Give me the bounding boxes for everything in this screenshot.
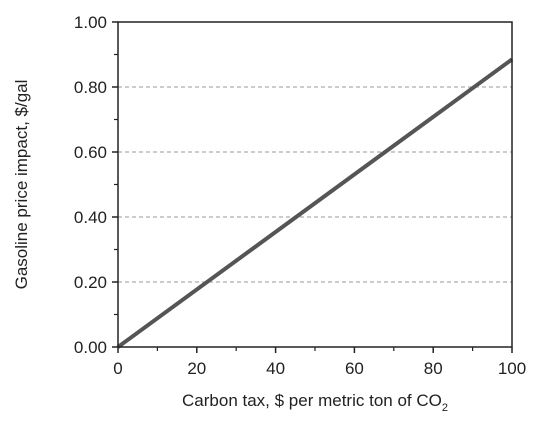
x-axis-title: Carbon tax, $ per metric ton of CO2 <box>182 391 448 414</box>
y-tick-label-2: 0.40 <box>74 208 107 227</box>
x-tick-label-0: 0 <box>113 359 122 378</box>
y-tick-label-4: 0.80 <box>74 78 107 97</box>
x-tick-label-3: 60 <box>345 359 364 378</box>
minor-ticks <box>114 53 474 351</box>
y-tick-label-0: 0.00 <box>74 338 107 357</box>
x-axis-title-subscript: 2 <box>442 402 448 414</box>
x-tick-label-2: 40 <box>266 359 285 378</box>
x-tick-label-1: 20 <box>187 359 206 378</box>
y-axis-ticks: 0.00 0.20 0.40 0.60 0.80 1.00 <box>74 13 118 357</box>
y-axis-title: Gasoline price impact, $/gal <box>12 80 31 290</box>
x-axis-title-main: Carbon tax, $ per metric ton of CO <box>182 391 442 410</box>
x-tick-label-4: 80 <box>424 359 443 378</box>
y-tick-label-1: 0.20 <box>74 273 107 292</box>
y-tick-label-5: 1.00 <box>74 13 107 32</box>
plot-frame <box>117 21 513 348</box>
x-axis-ticks: 0 20 40 60 80 100 <box>113 347 526 378</box>
gridlines <box>118 86 512 283</box>
series-line-0 <box>116 57 514 349</box>
y-tick-label-3: 0.60 <box>74 143 107 162</box>
x-tick-label-5: 100 <box>498 359 526 378</box>
series-layer <box>116 57 514 349</box>
